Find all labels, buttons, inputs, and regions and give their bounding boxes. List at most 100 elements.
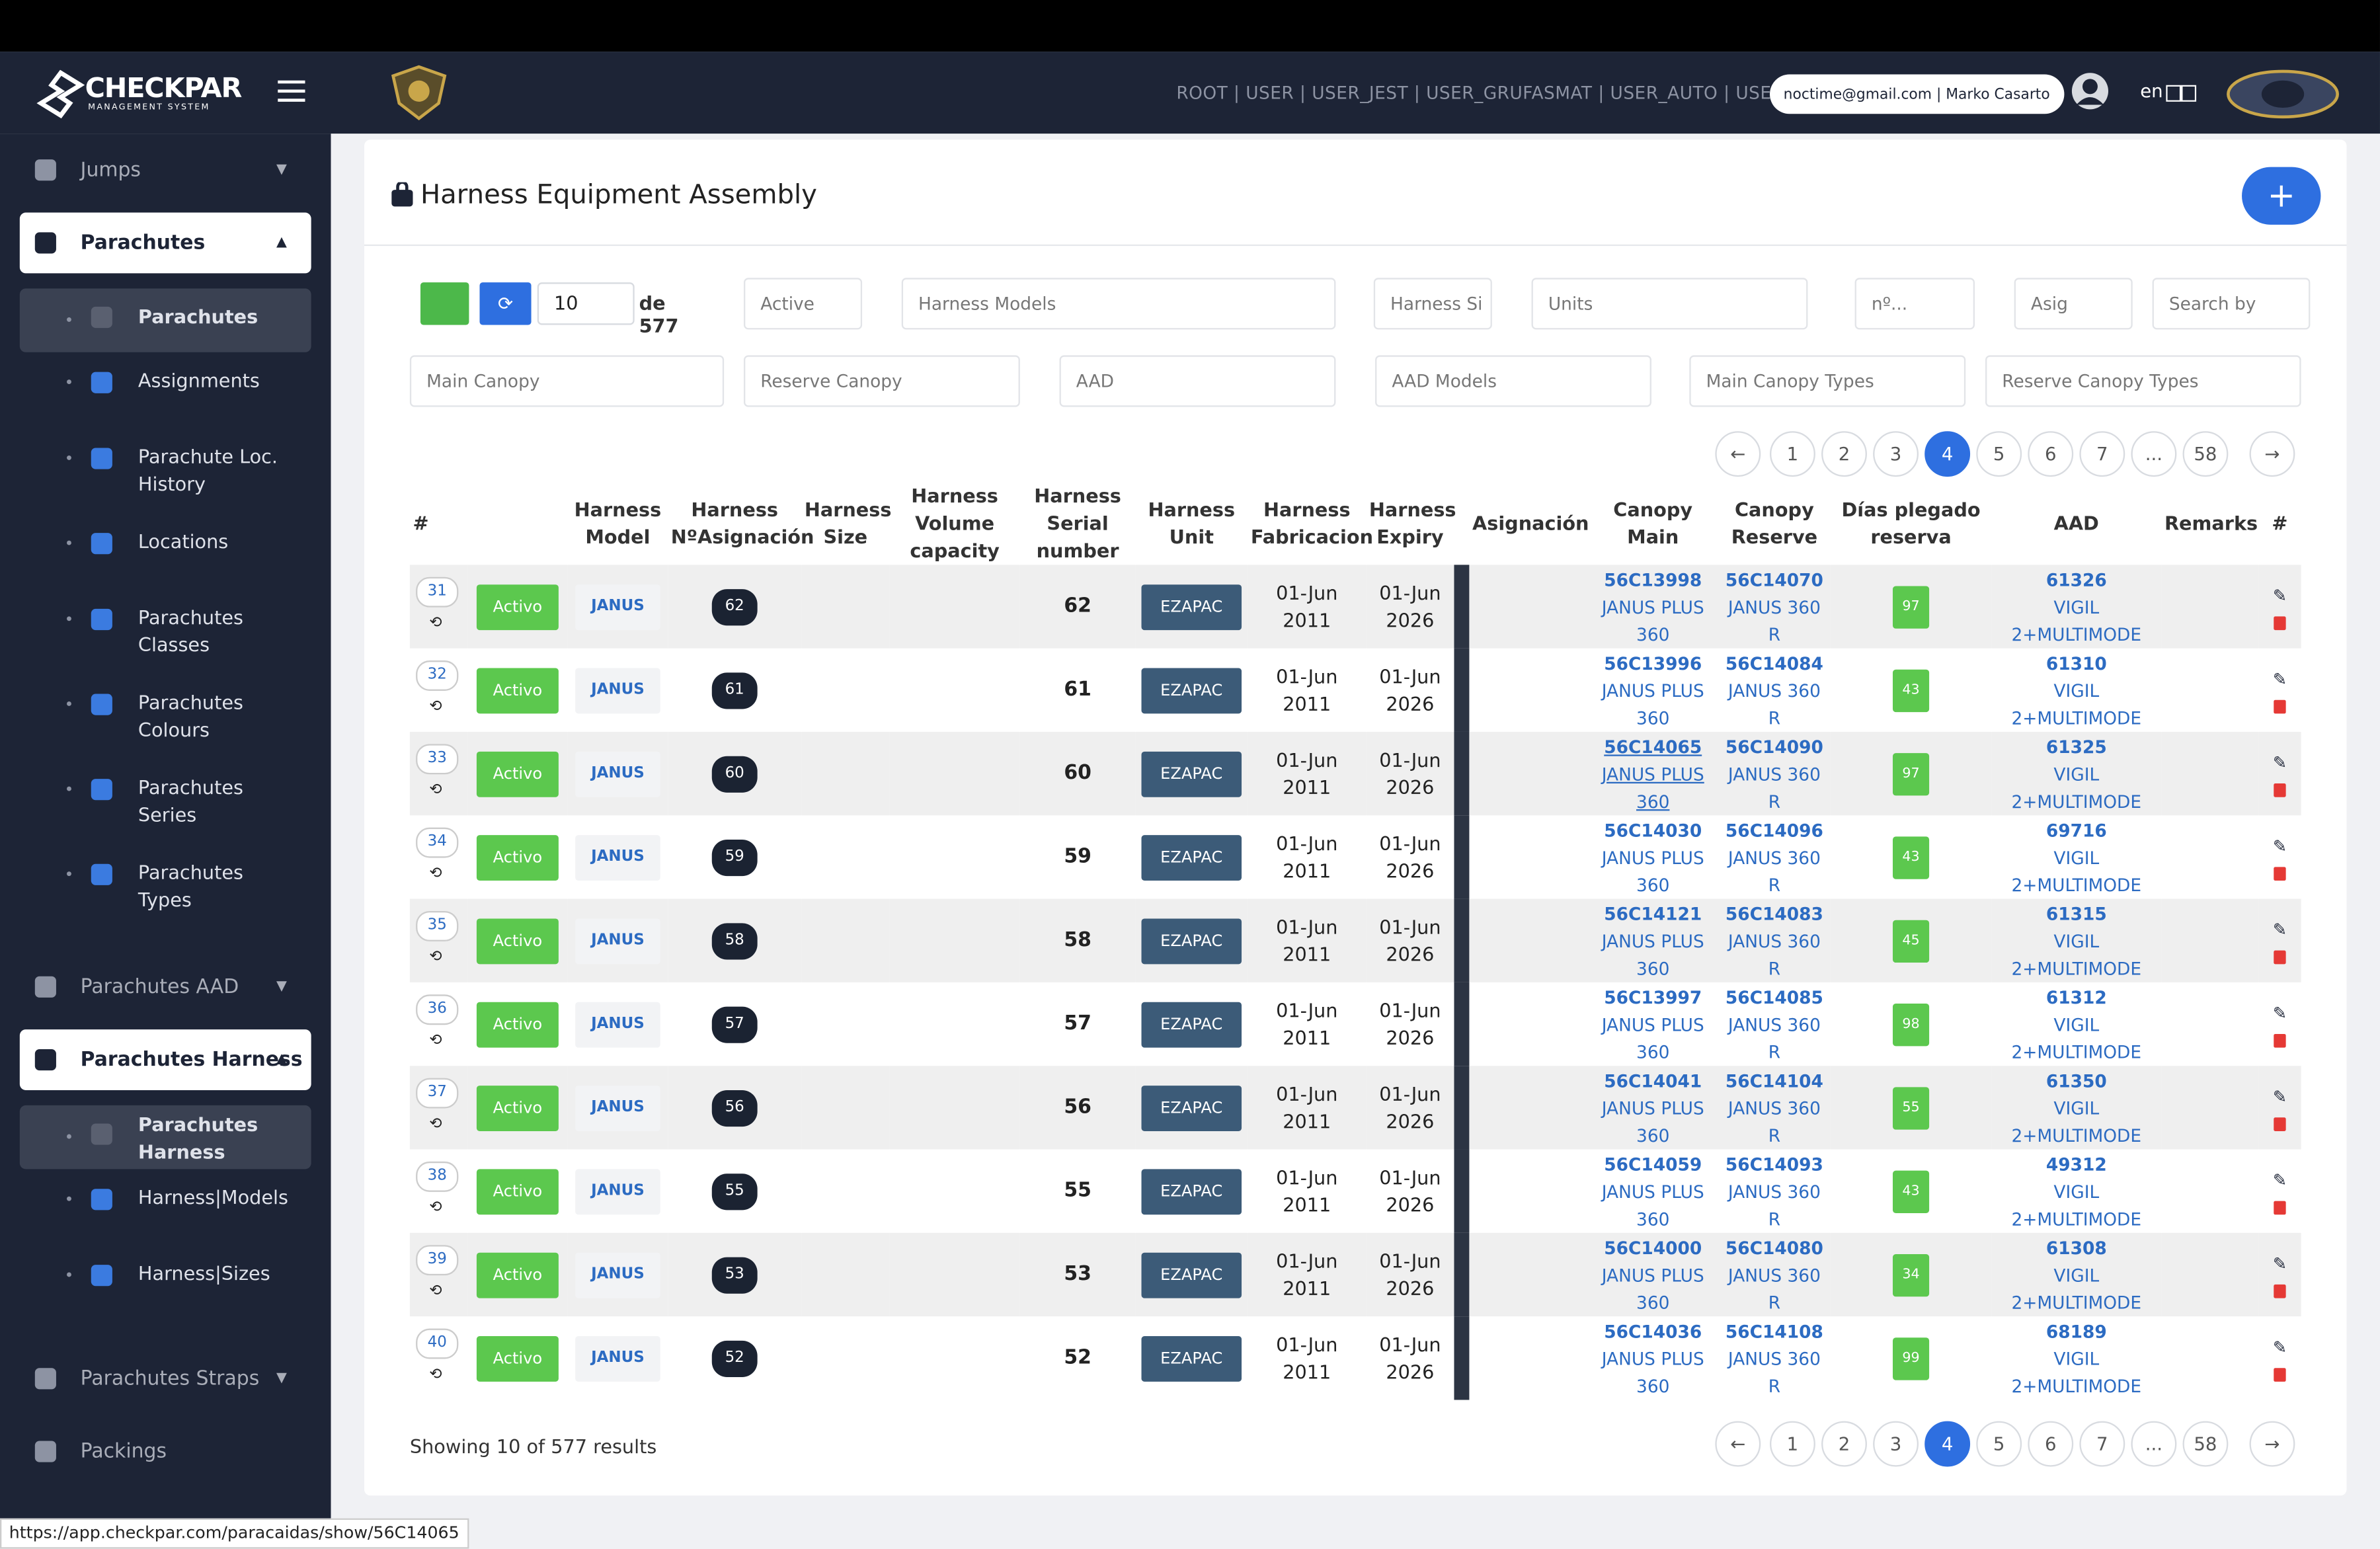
model-badge[interactable]: JANUS (576, 667, 660, 713)
reserve-code[interactable]: 56C14093 (1725, 1153, 1823, 1175)
aad-model[interactable]: VIGIL 2+MULTIMODE (2011, 1013, 2142, 1062)
edit-icon[interactable]: ✎ (2272, 920, 2287, 940)
nav-item[interactable]: Parachutes Series (20, 774, 311, 835)
page-button[interactable]: 5 (1976, 1421, 2022, 1467)
aad-code[interactable]: 49312 (2045, 1153, 2107, 1175)
reserve-model[interactable]: JANUS 360 R (1727, 679, 1821, 729)
avatar[interactable] (2071, 71, 2110, 111)
aad-model[interactable]: VIGIL 2+MULTIMODE (2011, 846, 2142, 895)
aad-model[interactable]: VIGIL 2+MULTIMODE (2011, 930, 2142, 979)
delete-icon[interactable] (2274, 950, 2286, 965)
main-code[interactable]: 56C14041 (1604, 1069, 1702, 1092)
model-badge[interactable]: JANUS (576, 1168, 660, 1214)
edit-icon[interactable]: ✎ (2272, 1170, 2287, 1191)
page-button[interactable]: ... (2131, 1421, 2177, 1467)
reserve-model[interactable]: JANUS 360 R (1727, 1347, 1821, 1396)
filter-input[interactable]: nº... (1854, 278, 1975, 330)
edit-icon[interactable]: ✎ (2272, 836, 2287, 857)
filter-input[interactable]: AAD (1059, 355, 1336, 407)
edit-icon[interactable]: ✎ (2272, 1087, 2287, 1107)
page-button[interactable]: 4 (1924, 1421, 1971, 1467)
edit-icon[interactable]: ✎ (2272, 669, 2287, 690)
nav-item[interactable]: Locations (20, 528, 311, 562)
reserve-code[interactable]: 56C14096 (1725, 819, 1823, 841)
main-code[interactable]: 56C13998 (1604, 569, 1702, 590)
main-code[interactable]: 56C14036 (1604, 1320, 1702, 1342)
page-button[interactable]: 5 (1976, 431, 2022, 477)
filter-input[interactable]: Search by (2152, 278, 2311, 330)
main-model[interactable]: JANUS PLUS 360 (1601, 1013, 1704, 1062)
reserve-code[interactable]: 56C14080 (1725, 1236, 1823, 1258)
nav-section[interactable]: Parachutes ▲ (19, 212, 311, 274)
refresh-button[interactable]: ⟳ (479, 282, 532, 325)
delete-icon[interactable] (2274, 1201, 2286, 1215)
delete-icon[interactable] (2274, 699, 2286, 714)
page-button[interactable]: 1 (1770, 431, 1815, 477)
filter-input[interactable]: Asig (2014, 278, 2133, 330)
main-code[interactable]: 56C13997 (1604, 986, 1702, 1008)
page-button[interactable]: 7 (2079, 431, 2125, 477)
delete-icon[interactable] (2274, 1033, 2286, 1048)
nav-section[interactable]: Packings (20, 1421, 311, 1482)
page-button[interactable]: 7 (2079, 1421, 2125, 1467)
edit-icon[interactable]: ✎ (2272, 753, 2287, 773)
model-badge[interactable]: JANUS (576, 750, 660, 797)
edit-icon[interactable]: ✎ (2272, 1337, 2287, 1358)
main-model[interactable]: JANUS PLUS 360 (1601, 763, 1704, 812)
aad-code[interactable]: 68189 (2045, 1320, 2107, 1342)
reserve-code[interactable]: 56C14108 (1725, 1320, 1823, 1342)
reserve-model[interactable]: JANUS 360 R (1727, 1180, 1821, 1230)
page-button[interactable]: 6 (2028, 1421, 2074, 1467)
menu-toggle[interactable] (278, 77, 308, 104)
add-button[interactable]: + (2242, 167, 2321, 225)
aad-model[interactable]: VIGIL 2+MULTIMODE (2011, 1180, 2142, 1230)
main-code[interactable]: 56C14065 (1604, 735, 1702, 757)
aad-code[interactable]: 61312 (2045, 986, 2107, 1008)
nav-item[interactable]: Parachutes (19, 288, 311, 352)
prev-page[interactable]: ← (1715, 1421, 1761, 1467)
aad-model[interactable]: VIGIL 2+MULTIMODE (2011, 1097, 2142, 1146)
model-badge[interactable]: JANUS (576, 918, 660, 964)
reserve-model[interactable]: JANUS 360 R (1727, 596, 1821, 645)
main-model[interactable]: JANUS PLUS 360 (1601, 1180, 1704, 1230)
delete-icon[interactable] (2274, 1368, 2286, 1382)
page-button[interactable]: 3 (1873, 1421, 1919, 1467)
nav-section[interactable]: Parachutes Straps ▼ (20, 1348, 311, 1409)
filter-input[interactable]: Units (1531, 278, 1808, 330)
language[interactable]: en (2140, 80, 2163, 102)
filter-input[interactable]: Main Canopy (409, 355, 725, 407)
filter-input[interactable]: Main Canopy Types (1689, 355, 1966, 407)
aad-model[interactable]: VIGIL 2+MULTIMODE (2011, 596, 2142, 645)
aad-code[interactable]: 61325 (2045, 735, 2107, 757)
reserve-model[interactable]: JANUS 360 R (1727, 930, 1821, 979)
nav-section[interactable]: Parachutes Harness ▲ (19, 1029, 311, 1090)
aad-code[interactable]: 61350 (2045, 1069, 2107, 1092)
page-button[interactable]: 58 (2182, 431, 2229, 477)
main-model[interactable]: JANUS PLUS 360 (1601, 1347, 1704, 1396)
page-button[interactable]: 1 (1770, 1421, 1815, 1467)
reserve-model[interactable]: JANUS 360 R (1727, 1013, 1821, 1062)
page-button[interactable]: 4 (1924, 431, 1971, 477)
reserve-model[interactable]: JANUS 360 R (1727, 846, 1821, 895)
prev-page[interactable]: ← (1715, 431, 1761, 477)
nav-item[interactable]: Parachutes Classes (20, 604, 311, 665)
main-code[interactable]: 56C14059 (1604, 1153, 1702, 1175)
reserve-code[interactable]: 56C14083 (1725, 902, 1823, 924)
page-button[interactable]: 3 (1873, 431, 1919, 477)
nav-item[interactable]: Parachutes Harness (19, 1105, 311, 1170)
model-badge[interactable]: JANUS (576, 1001, 660, 1047)
nav-section[interactable]: Jumps ▼ (20, 139, 311, 200)
page-button[interactable]: 2 (1821, 1421, 1867, 1467)
nav-section[interactable]: Parachutes AAD ▼ (20, 957, 311, 1017)
model-badge[interactable]: JANUS (576, 1084, 660, 1131)
model-badge[interactable]: JANUS (576, 834, 660, 880)
edit-icon[interactable]: ✎ (2272, 1253, 2287, 1274)
delete-icon[interactable] (2274, 1284, 2286, 1298)
reserve-code[interactable]: 56C14084 (1725, 652, 1823, 674)
filter-input[interactable]: Harness Si (1373, 278, 1492, 330)
edit-icon[interactable]: ✎ (2272, 1004, 2287, 1023)
aad-model[interactable]: VIGIL 2+MULTIMODE (2011, 1263, 2142, 1313)
page-button[interactable]: 6 (2028, 431, 2074, 477)
page-button[interactable]: 2 (1821, 431, 1867, 477)
aad-code[interactable]: 61308 (2045, 1236, 2107, 1258)
